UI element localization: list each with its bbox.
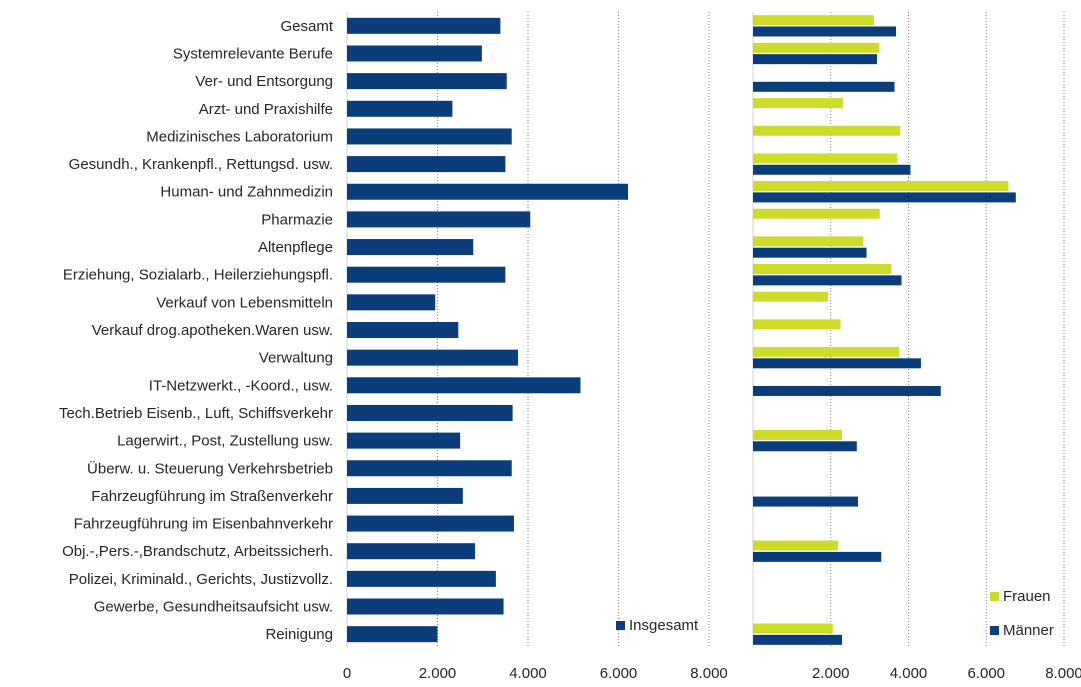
tick-label: 4.000 [890,665,928,682]
bar-manner [753,275,902,286]
category-label: Obj.-,Pers.-,Brandschutz, Arbeitssicherh… [62,543,333,560]
bar-insgesamt [347,73,507,90]
bar-insgesamt [347,349,519,366]
bar-insgesamt [347,515,514,532]
bar-frauen [753,540,839,551]
bar-manner [753,247,867,258]
bar-frauen [753,623,833,634]
tick-label: 6.000 [600,665,638,682]
bar-insgesamt [347,626,438,643]
legend-swatch-manner [990,626,999,635]
category-label: Fahrzeugführung im Straßenverkehr [91,488,333,505]
bar-insgesamt [347,183,629,200]
category-label: Verkauf von Lebensmitteln [156,294,333,311]
tick-label: 6.000 [967,665,1005,682]
legends: Insgesamt Frauen Männer [616,588,1054,639]
tick-label: 8.000 [1045,665,1081,682]
bar-insgesamt [347,266,506,283]
category-label: Systemrelevante Berufe [173,45,333,62]
bar-insgesamt [347,598,504,615]
category-label: Medizinisches Laboratorium [146,128,333,145]
category-label: Gewerbe, Gesundheitsaufsicht usw. [94,599,333,616]
category-label: Polizei, Kriminald., Gerichts, Justizvol… [69,571,333,588]
category-labels: Gesamt Systemrelevante Berufe Ver- und Ent… [59,18,334,643]
category-label: Reinigung [265,626,333,643]
bar-frauen [753,346,900,357]
category-label: Tech.Betrieb Eisenb., Luft, Schiffsverke… [59,405,333,422]
category-label: Arzt- und Praxishilfe [199,101,333,118]
left-panel: 0 2.000 4.000 6.000 8.000 [343,12,728,682]
bar-frauen [753,98,843,109]
legend-label-frauen: Frauen [1003,588,1051,605]
bar-manner [753,26,897,37]
bar-insgesamt [347,211,531,228]
category-label: Pharmazie [261,211,333,228]
bar-manner [753,634,843,645]
bar-manner [753,441,857,452]
bar-frauen [753,319,841,330]
category-label: Human- und Zahnmedizin [160,184,333,201]
bar-frauen [753,429,843,440]
category-label: Verkauf drog.apotheken.Waren usw. [92,322,333,339]
bar-insgesamt [347,45,482,62]
bar-insgesamt [347,404,513,421]
category-label: IT-Netzwerkt., -Koord., usw. [149,377,333,394]
bar-manner [753,496,858,507]
bar-insgesamt [347,432,461,449]
bar-insgesamt [347,156,506,173]
legend-swatch-insgesamt [616,621,625,630]
bar-insgesamt [347,239,474,256]
bar-manner [753,164,911,175]
bar-insgesamt [347,294,436,311]
bar-insgesamt [347,322,459,338]
bar-insgesamt [347,377,581,394]
legend-label-manner: Männer [1003,622,1054,639]
bar-insgesamt [347,17,501,34]
bar-insgesamt [347,570,496,587]
bar-frauen [753,153,898,164]
bar-frauen [753,181,1009,192]
tick-label: 0 [343,665,351,682]
category-label: Lagerwirt., Post, Zustellung usw. [117,433,333,450]
bar-frauen [753,42,880,53]
legend-label-insgesamt: Insgesamt [629,617,699,634]
bar-frauen [753,15,874,26]
bar-insgesamt [347,487,463,504]
tick-label: 2.000 [419,665,457,682]
category-label: Gesundh., Krankenpfl., Rettungsd. usw. [69,156,333,173]
bar-frauen [753,291,829,302]
tick-label: 4.000 [509,665,547,682]
category-label: Altenpflege [258,239,333,256]
bar-frauen [753,264,892,275]
legend-swatch-frauen [990,592,999,601]
bar-manner [753,54,878,65]
category-label: Ver- und Entsorgung [195,73,333,90]
bar-insgesamt [347,128,512,145]
category-label: Überw. u. Steuerung Verkehrsbetrieb [87,459,333,477]
category-label: Erziehung, Sozialarb., Heilerziehungspfl… [63,267,333,284]
bar-manner [753,358,921,369]
bar-manner [753,192,1016,203]
tick-label: 8.000 [690,665,728,682]
tick-label: 2.000 [812,665,850,682]
right-panel: 2.000 4.000 6.000 8.000 [752,12,1081,682]
bar-manner [753,81,895,92]
category-label: Fahrzeugführung im Eisenbahnverkehr [74,516,333,533]
bar-insgesamt [347,460,512,477]
bar-insgesamt [347,543,476,560]
bar-frauen [753,236,864,247]
bar-frauen [753,125,901,136]
bar-insgesamt [347,100,453,117]
category-label: Verwaltung [259,350,333,367]
bar-frauen [753,208,880,219]
bar-manner [753,551,882,562]
bar-manner [753,385,941,396]
category-label: Gesamt [280,18,333,35]
